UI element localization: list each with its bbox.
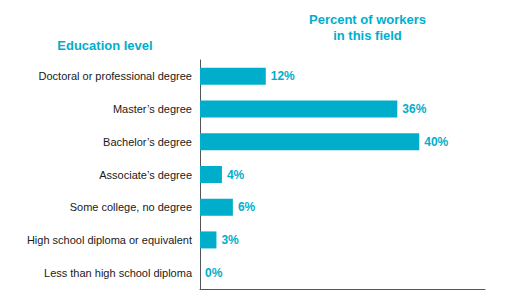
- svg-text:Doctoral or professional degre: Doctoral or professional degree: [39, 70, 192, 82]
- svg-text:12%: 12%: [271, 69, 295, 83]
- svg-text:Master’s degree: Master’s degree: [113, 103, 192, 115]
- svg-text:High school diploma or equival: High school diploma or equivalent: [27, 234, 192, 246]
- svg-text:0%: 0%: [205, 266, 223, 280]
- svg-text:Less than high school diploma: Less than high school diploma: [44, 267, 193, 279]
- svg-text:Education level: Education level: [57, 38, 152, 53]
- svg-text:Associate’s degree: Associate’s degree: [99, 169, 192, 181]
- svg-text:in this field: in this field: [333, 28, 402, 43]
- svg-text:40%: 40%: [424, 135, 448, 149]
- svg-text:Percent of workers: Percent of workers: [309, 12, 426, 27]
- svg-text:4%: 4%: [227, 168, 245, 182]
- svg-text:6%: 6%: [238, 200, 256, 214]
- svg-text:Bachelor’s degree: Bachelor’s degree: [103, 136, 192, 148]
- svg-text:36%: 36%: [402, 102, 426, 116]
- svg-text:Some college, no degree: Some college, no degree: [70, 201, 192, 213]
- svg-text:3%: 3%: [221, 233, 239, 247]
